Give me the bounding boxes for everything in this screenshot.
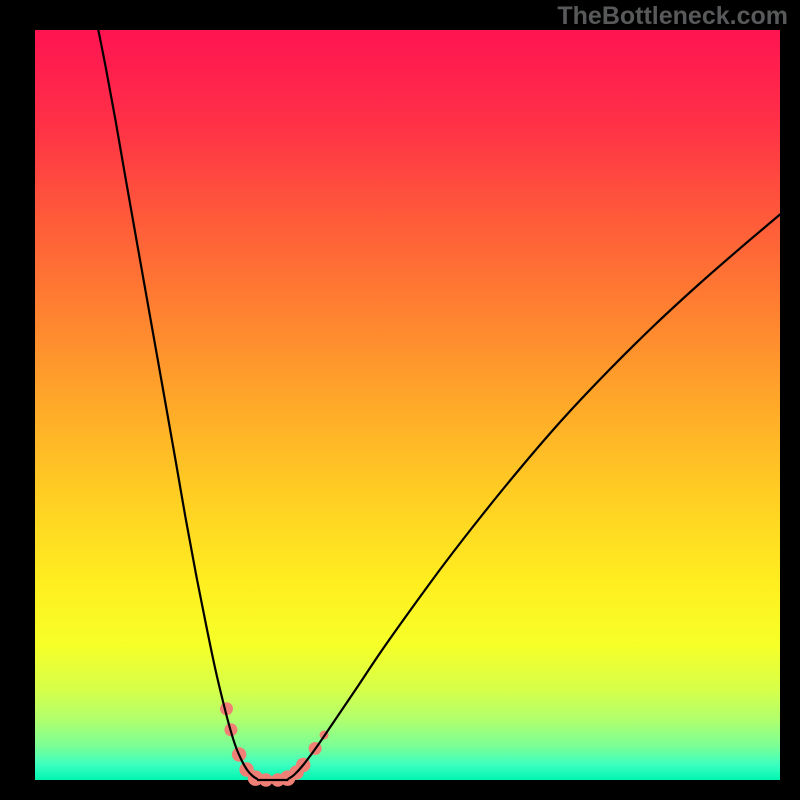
gradient-background [35,30,780,780]
bottleneck-chart [0,0,800,800]
watermark-text: TheBottleneck.com [557,2,788,31]
